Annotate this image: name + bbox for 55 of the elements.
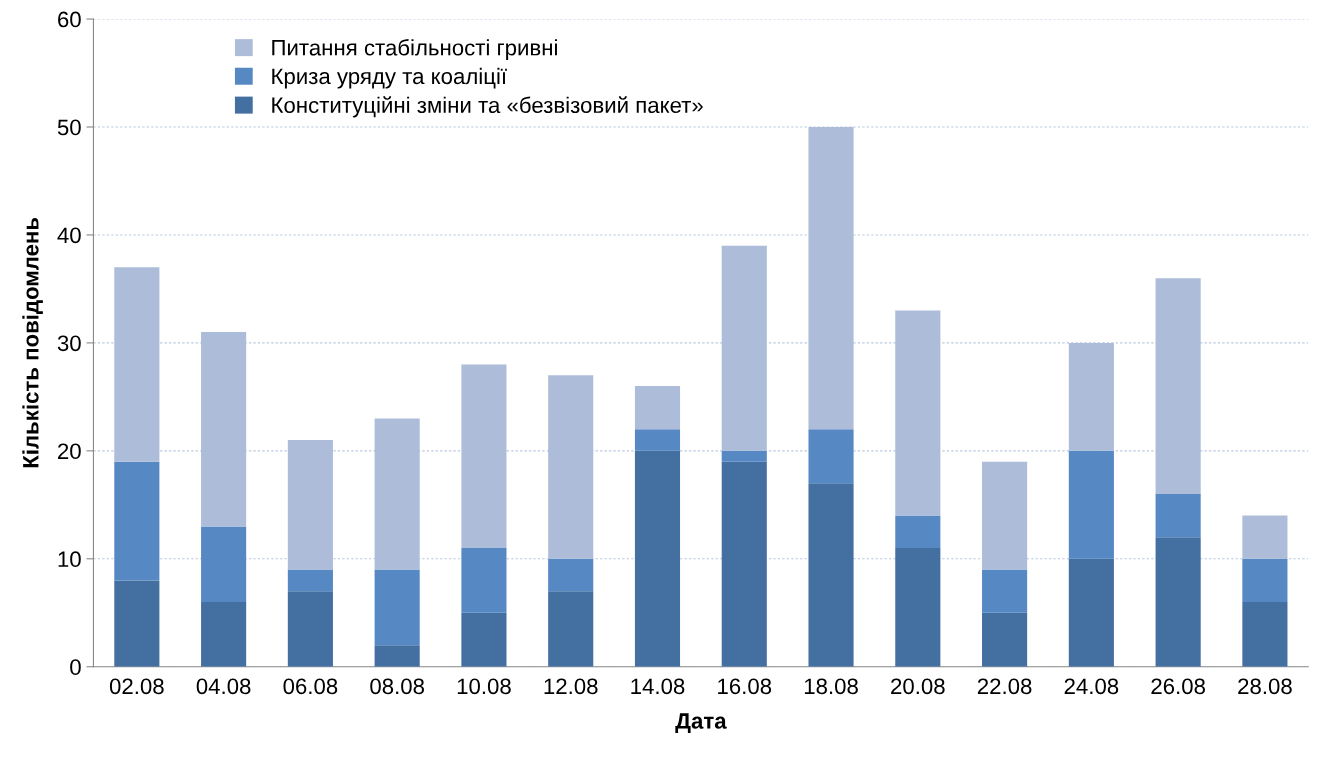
x-tick-label: 10.08: [457, 678, 511, 695]
bar: [895, 548, 941, 667]
x-tick-label: 14.08: [631, 678, 685, 695]
bar: [895, 515, 941, 548]
bar: [982, 569, 1028, 613]
bar: [1068, 450, 1114, 559]
bar: [374, 569, 420, 646]
bar: [1155, 537, 1201, 667]
x-tick-label: 16.08: [718, 678, 772, 695]
bar: [1068, 558, 1114, 667]
x-tick-label: 08.08: [370, 678, 424, 695]
y-tick-label: 20: [58, 443, 81, 460]
legend-label: Питання стабільності гривні: [272, 39, 557, 60]
x-tick-label: 02.08: [109, 678, 164, 695]
x-tick-label: 22.08: [977, 678, 1032, 695]
y-tick-label: 10: [58, 551, 81, 568]
bar: [114, 461, 160, 581]
x-tick-label: 26.08: [1151, 678, 1205, 695]
bar: [808, 483, 854, 667]
bar: [287, 569, 333, 592]
x-tick-label: 20.08: [891, 678, 945, 695]
x-tick-label: 18.08: [804, 678, 858, 695]
bar: [548, 591, 594, 667]
bar: [461, 548, 507, 613]
bar: [721, 450, 767, 462]
x-tick-label: 06.08: [283, 678, 338, 695]
x-tick-label: 12.08: [544, 678, 598, 695]
y-tick-label: 60: [58, 11, 81, 28]
y-axis-title: Кількість повідомлень: [22, 217, 43, 468]
bar: [1242, 601, 1288, 667]
x-tick-label: 28.08: [1238, 678, 1292, 695]
bar: [201, 526, 247, 602]
y-tick-label: 50: [57, 119, 81, 136]
x-tick-label: 04.08: [196, 678, 251, 695]
bar: [461, 612, 507, 667]
legend-label: Конституційні зміни та «безвізовий пакет»: [272, 96, 703, 118]
bar: [1155, 494, 1201, 538]
bar: [114, 580, 160, 667]
y-tick-label: 40: [57, 227, 81, 244]
y-tick-label: 30: [57, 335, 81, 352]
bar: [287, 591, 333, 667]
bar: [721, 461, 767, 667]
y-tick-label: 0: [70, 659, 81, 676]
legend-label: Криза уряду та коаліції: [272, 67, 507, 89]
bar: [201, 601, 247, 667]
bar: [548, 558, 594, 592]
bar: [808, 429, 854, 484]
bar: [634, 429, 681, 451]
bar: [982, 612, 1028, 667]
x-axis-title: Дата: [675, 713, 727, 733]
bar: [1242, 558, 1288, 602]
x-tick-label: 24.08: [1064, 678, 1119, 695]
bar: [634, 450, 681, 667]
bar: [634, 386, 681, 430]
bar: [374, 645, 420, 667]
